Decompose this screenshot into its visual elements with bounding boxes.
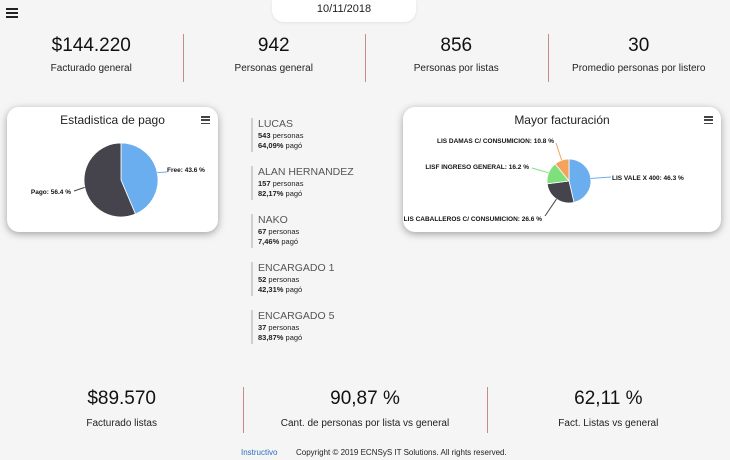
- listero-count-suffix: personas: [270, 131, 304, 140]
- pie-connector: [157, 171, 168, 174]
- listero-count: 543: [258, 131, 271, 140]
- listero-pct: 7,46%: [258, 237, 280, 246]
- listero-pct-suffix: pagó: [283, 333, 303, 342]
- top-stats: $144.220 Facturado general 942 Personas …: [0, 34, 730, 82]
- stat-personas-por-listas: 856 Personas por listas: [365, 34, 548, 82]
- chart-menu-icon[interactable]: [201, 116, 210, 124]
- stat-personas-general: 942 Personas general: [182, 34, 366, 82]
- list-item: LUCAS 543 personas 64,09% pagó: [251, 118, 361, 152]
- stat-facturado-general: $144.220 Facturado general: [0, 34, 183, 82]
- pie-label: Pago: 56.4 %: [31, 189, 71, 196]
- pie-label: LIS CABALLEROS C/ CONSUMICION: 26.6 %: [404, 216, 543, 223]
- pie-slice[interactable]: [546, 180, 575, 204]
- stat-label: Cant. de personas por lista vs general: [280, 418, 450, 429]
- stat-personas-lista-vs-general: 90,87 % Cant. de personas por lista vs g…: [243, 387, 486, 433]
- listero-pct-suffix: pagó: [283, 141, 303, 150]
- pie-connector: [544, 198, 557, 217]
- card-title: Estadistica de pago: [60, 113, 165, 127]
- pie-connector: [555, 142, 563, 161]
- stat-label: Facturado listas: [86, 418, 157, 429]
- listero-count-suffix: personas: [266, 227, 300, 236]
- listero-count: 157: [258, 179, 271, 188]
- listero-name: ENCARGADO 5: [258, 310, 335, 322]
- pie-connector: [73, 186, 85, 192]
- listero-name: ENCARGADO 1: [258, 262, 335, 274]
- stat-value: 30: [628, 35, 650, 56]
- pie-label: Free: 43.6 %: [167, 167, 205, 174]
- date-display: 10/11/2018: [272, 0, 416, 22]
- instructivo-link[interactable]: Instructivo: [241, 448, 278, 457]
- stat-fact-listas-vs-general: 62,11 % Fact. Listas vs general: [486, 387, 730, 433]
- listeros-list: LUCAS 543 personas 64,09% pagó ALAN HERN…: [251, 118, 361, 358]
- listero-count-suffix: personas: [270, 179, 304, 188]
- listero-pct: 82,17%: [258, 189, 284, 198]
- listero-count: 67: [258, 227, 267, 236]
- list-item: ENCARGADO 5 37 personas 83,87% pagó: [251, 310, 361, 344]
- billing-pie-chart: LIS VALE X 400: 46.3 % LIS CABALLEROS C/ …: [404, 138, 684, 223]
- pie-label: LISF INGRESO GENERAL: 16.2 %: [425, 164, 529, 171]
- stat-label: Fact. Listas vs general: [558, 418, 659, 429]
- stat-value: 942: [257, 35, 290, 56]
- listero-name: NAKO: [258, 214, 288, 226]
- stat-value: 90,87 %: [330, 388, 400, 409]
- listero-pct: 42,31%: [258, 285, 284, 294]
- stat-label: Personas general: [234, 63, 313, 74]
- listero-pct-suffix: pagó: [279, 237, 299, 246]
- listero-count: 52: [258, 275, 267, 284]
- listero-name: ALAN HERNANDEZ: [258, 166, 354, 178]
- pie-label: LIS VALE X 400: 46.3 %: [612, 175, 684, 182]
- listero-pct: 64,09%: [258, 141, 284, 150]
- stat-promedio-personas: 30 Promedio personas por listero: [547, 34, 730, 82]
- stat-label: Promedio personas por listero: [572, 63, 706, 74]
- pie-connector: [590, 176, 612, 179]
- stat-value: $144.220: [51, 35, 131, 56]
- stat-value: $89.570: [87, 388, 156, 409]
- stat-value: 62,11 %: [574, 388, 643, 409]
- payment-stats-card: Estadistica de pago Free: 43.6 % Pago: 56…: [7, 107, 218, 232]
- pie-slice[interactable]: [568, 158, 592, 203]
- stat-label: Facturado general: [50, 63, 132, 74]
- copyright-text: Copyright © 2019 ECNSyS IT Solutions. Al…: [296, 448, 507, 457]
- listero-name: LUCAS: [258, 118, 294, 130]
- listero-pct-suffix: pagó: [283, 189, 303, 198]
- listero-count: 37: [258, 323, 267, 332]
- chart-menu-icon[interactable]: [704, 116, 713, 124]
- list-item: ENCARGADO 1 52 personas 42,31% pagó: [251, 262, 361, 296]
- payment-pie-chart: Free: 43.6 % Pago: 56.4 %: [31, 142, 205, 218]
- listero-count-suffix: personas: [266, 275, 300, 284]
- listero-count-suffix: personas: [266, 323, 300, 332]
- listero-pct-suffix: pagó: [283, 285, 303, 294]
- list-item: NAKO 67 personas 7,46% pagó: [251, 214, 361, 248]
- pie-label: LIS DAMAS C/ CONSUMICION: 10.8 %: [437, 138, 554, 145]
- pie-slice[interactable]: [83, 142, 137, 218]
- stat-value: 856: [440, 35, 473, 56]
- listero-pct: 83,87%: [258, 333, 284, 342]
- stat-facturado-listas: $89.570 Facturado listas: [0, 387, 243, 433]
- top-billing-card: Mayor facturación LIS VALE X 400: 46.3 %…: [403, 107, 721, 232]
- bottom-stats: $89.570 Facturado listas 90,87 % Cant. d…: [0, 387, 730, 433]
- list-item: ALAN HERNANDEZ 157 personas 82,17% pagó: [251, 166, 361, 200]
- card-title: Mayor facturación: [514, 113, 610, 127]
- pie-connector: [531, 167, 549, 174]
- hamburger-menu-icon[interactable]: [6, 8, 18, 18]
- stat-label: Personas por listas: [413, 63, 499, 74]
